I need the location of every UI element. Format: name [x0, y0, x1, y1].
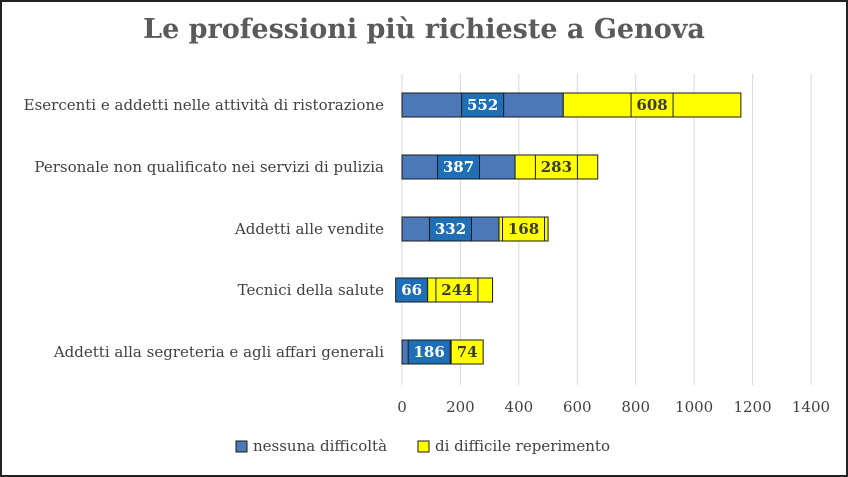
data-label-box: [502, 216, 546, 242]
data-label-box: [435, 277, 479, 303]
data-label-box: [450, 339, 484, 365]
data-label-nessuna-difficolta: 66: [401, 281, 422, 299]
data-label-difficile-reperimento: 168: [508, 220, 539, 238]
data-label-box: [407, 339, 451, 365]
data-label-box: [395, 277, 429, 303]
x-tick-label: 1200: [733, 398, 771, 416]
data-label-box: [461, 92, 505, 118]
data-label-difficile-reperimento: 74: [457, 343, 478, 361]
data-label-difficile-reperimento: 244: [441, 281, 472, 299]
data-label-box: [534, 154, 578, 180]
legend-swatch: [235, 440, 248, 453]
data-label-box: [437, 154, 481, 180]
data-label-box: [428, 216, 472, 242]
x-tick-label: 400: [505, 398, 534, 416]
category-label: Personale non qualificato nei servizi di…: [34, 158, 384, 176]
x-tick-label: 600: [563, 398, 592, 416]
category-label: Esercenti e addetti nelle attività di ri…: [24, 96, 384, 114]
x-tick-label: 0: [397, 398, 407, 416]
data-label-nessuna-difficolta: 552: [467, 96, 498, 114]
chart-title: Le professioni più richieste a Genova: [143, 14, 705, 45]
data-label-difficile-reperimento: 283: [541, 158, 572, 176]
category-label: Tecnici della salute: [238, 281, 384, 299]
x-tick-label: 1000: [675, 398, 713, 416]
legend-label: di difficile reperimento: [435, 437, 610, 455]
legend-swatch: [417, 440, 430, 453]
x-tick-label: 1400: [792, 398, 830, 416]
data-label-difficile-reperimento: 608: [636, 96, 667, 114]
category-label: Addetti alle vendite: [234, 220, 384, 238]
data-label-box: [630, 92, 674, 118]
x-tick-label: 200: [446, 398, 475, 416]
category-label: Addetti alla segreteria e agli affari ge…: [53, 343, 384, 361]
data-label-nessuna-difficolta: 387: [443, 158, 474, 176]
data-label-nessuna-difficolta: 332: [435, 220, 466, 238]
legend-label: nessuna difficoltà: [253, 437, 387, 455]
data-label-nessuna-difficolta: 186: [414, 343, 445, 361]
x-tick-label: 800: [621, 398, 650, 416]
